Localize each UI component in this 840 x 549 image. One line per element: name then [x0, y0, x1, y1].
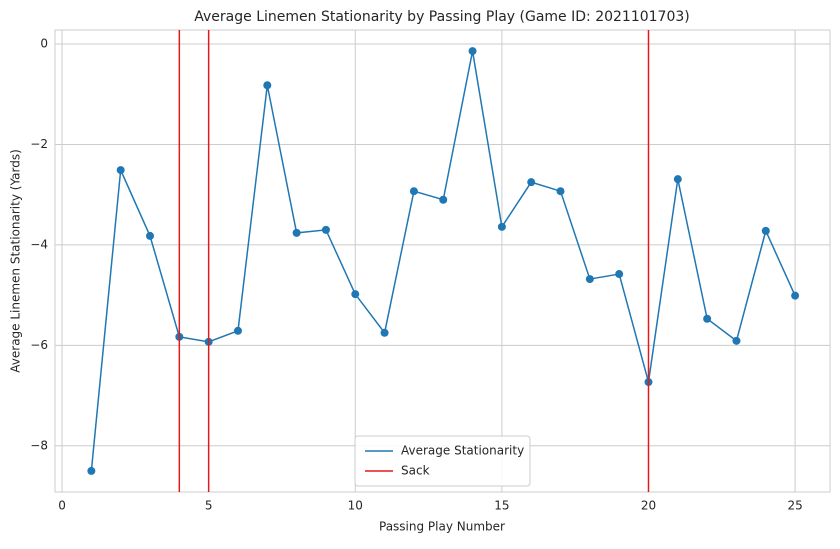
- data-point: [263, 81, 272, 90]
- legend-label: Average Stationarity: [401, 444, 524, 458]
- x-tick-label: 25: [787, 499, 802, 513]
- x-axis-label: Passing Play Number: [379, 520, 505, 534]
- data-point: [468, 47, 477, 56]
- legend-label: Sack: [401, 464, 430, 478]
- data-point: [292, 228, 301, 237]
- y-tick-label: −4: [30, 237, 48, 251]
- data-point: [116, 166, 125, 175]
- data-point: [146, 231, 155, 240]
- data-point: [791, 291, 800, 300]
- y-tick-label: −6: [30, 338, 48, 352]
- data-point: [703, 314, 712, 323]
- data-point: [87, 466, 96, 475]
- x-tick-label: 15: [494, 499, 509, 513]
- data-point: [761, 226, 770, 235]
- data-point: [615, 270, 624, 279]
- data-point: [380, 328, 389, 337]
- y-tick-label: −8: [30, 438, 48, 452]
- data-point: [321, 225, 330, 234]
- x-tick-label: 5: [205, 499, 213, 513]
- data-point: [673, 175, 682, 184]
- x-tick-label: 0: [58, 499, 66, 513]
- data-point: [585, 275, 594, 284]
- data-point: [351, 290, 360, 299]
- data-point: [497, 222, 506, 231]
- x-tick-label: 10: [348, 499, 363, 513]
- y-tick-label: −2: [30, 137, 48, 151]
- data-point: [439, 195, 448, 204]
- data-point: [527, 178, 536, 187]
- data-point: [233, 326, 242, 335]
- plot-frame: [54, 29, 831, 493]
- x-tick-label: 20: [641, 499, 656, 513]
- y-tick-label: 0: [40, 37, 48, 51]
- data-point: [409, 187, 418, 196]
- chart-title: Average Linemen Stationarity by Passing …: [194, 9, 689, 25]
- data-point: [556, 187, 565, 196]
- y-axis-label: Average Linemen Stationarity (Yards): [9, 149, 23, 372]
- data-point: [732, 336, 741, 345]
- legend-box: [354, 435, 531, 487]
